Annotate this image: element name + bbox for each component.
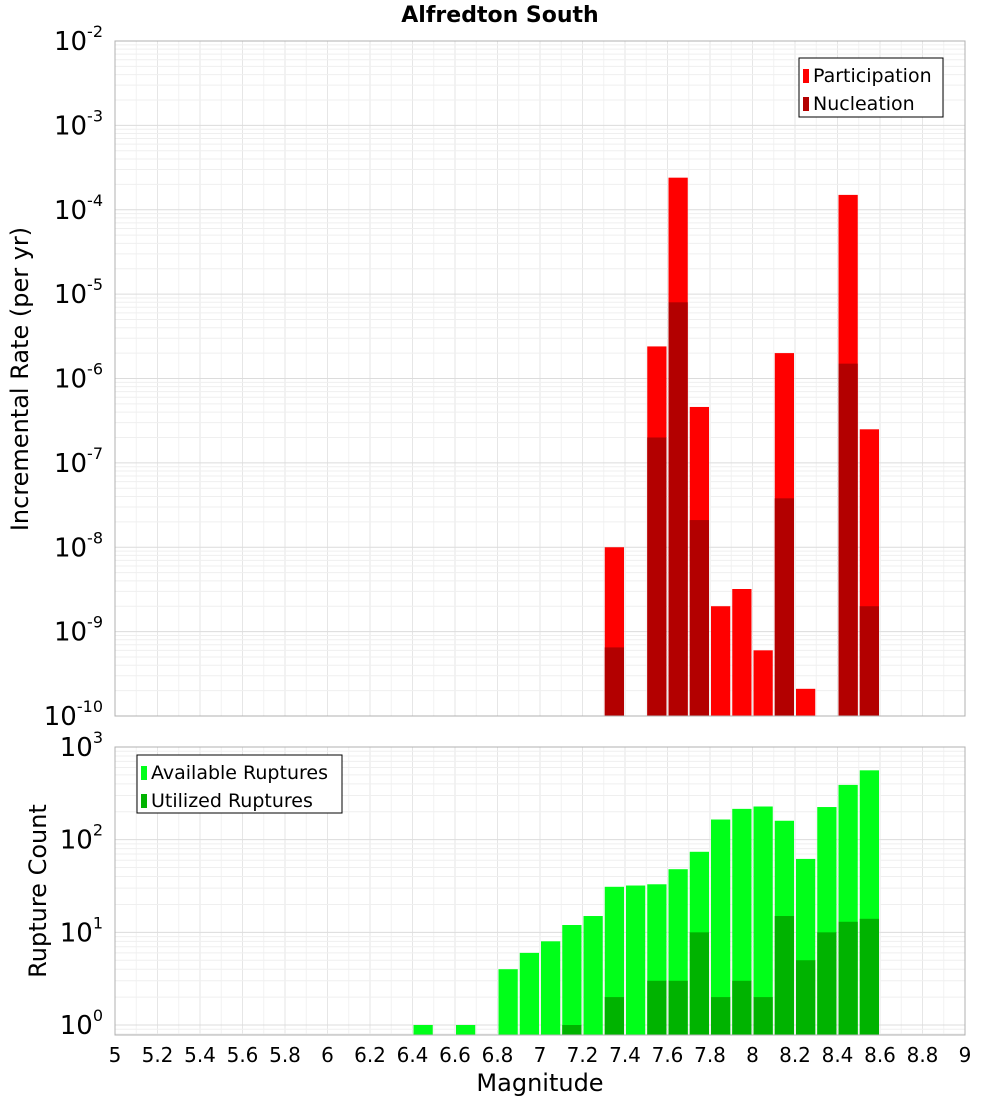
bar-available-ruptures [753, 806, 773, 1035]
legend-swatch [141, 794, 147, 808]
legend-box [136, 754, 343, 814]
bar-nucleation [647, 437, 667, 716]
top-y-axis-label: Incremental Rate (per yr) [6, 227, 34, 531]
y-tick-label: 10-7 [54, 444, 103, 479]
bar-available-ruptures [541, 941, 561, 1035]
bar-available-ruptures [519, 952, 539, 1035]
x-tick-label: 7 [534, 1043, 547, 1067]
bar-nucleation [838, 363, 858, 716]
bar-available-ruptures [456, 1025, 476, 1035]
x-tick-label: 5.6 [227, 1043, 259, 1067]
x-tick-label: 5.8 [269, 1043, 301, 1067]
plot-frame [114, 40, 966, 717]
x-tick-label: 5.2 [142, 1043, 174, 1067]
legend: Available Ruptures Utilized Ruptures [136, 754, 343, 814]
x-axis-label: Magnitude [476, 1069, 603, 1097]
x-tick-label: 6 [321, 1043, 334, 1067]
chart-title: Alfredton South [401, 3, 598, 28]
bar-utilized-ruptures [859, 918, 879, 1035]
y-tick-label: 10-6 [54, 360, 103, 395]
bar-utilized-ruptures [562, 1025, 582, 1035]
bar-participation [732, 589, 752, 716]
x-tick-label: 8.8 [907, 1043, 939, 1067]
bar-utilized-ruptures [711, 997, 731, 1035]
bar-utilized-ruptures [732, 980, 752, 1035]
bar-nucleation [668, 302, 688, 716]
y-tick-label: 101 [60, 913, 103, 948]
legend-entry: Nucleation [813, 93, 915, 115]
bar-available-ruptures [583, 916, 603, 1035]
bar-utilized-ruptures [668, 980, 688, 1035]
plot-frame [114, 746, 966, 1036]
legend-entry: Available Ruptures [151, 762, 328, 784]
y-tick-label: 100 [60, 1006, 103, 1041]
y-tick-label: 10-2 [54, 22, 103, 57]
bottom-y-axis-label: Rupture Count [24, 804, 52, 978]
bar-nucleation [604, 647, 624, 716]
y-tick-label: 10-8 [54, 528, 103, 563]
x-tick-label: 7.8 [694, 1043, 726, 1067]
bar-available-ruptures [498, 969, 518, 1035]
x-tick-label: 6.8 [482, 1043, 514, 1067]
bar-participation [796, 688, 816, 716]
x-tick-label: 6.2 [354, 1043, 386, 1067]
legend: Participation Nucleation [798, 57, 944, 118]
bar-available-ruptures [626, 885, 646, 1035]
x-tick-label: 8 [746, 1043, 759, 1067]
bar-utilized-ruptures [838, 921, 858, 1035]
x-tick-label: 5.4 [184, 1043, 216, 1067]
y-tick-label: 103 [60, 728, 103, 763]
bar-participation [711, 606, 731, 716]
x-tick-label: 8.2 [779, 1043, 811, 1067]
x-tick-label: 6.6 [439, 1043, 471, 1067]
bar-nucleation [774, 498, 794, 716]
bar-utilized-ruptures [689, 932, 709, 1035]
legend-box [798, 57, 944, 118]
bar-participation [753, 650, 773, 716]
bar-utilized-ruptures [817, 932, 837, 1035]
x-tick-label: 9 [959, 1043, 972, 1067]
y-tick-label: 10-9 [54, 613, 103, 648]
y-tick-label: 10-4 [54, 191, 103, 226]
bar-nucleation [859, 606, 879, 716]
x-tick-label: 7.4 [609, 1043, 641, 1067]
bar-utilized-ruptures [604, 997, 624, 1035]
y-tick-label: 10-10 [44, 697, 103, 732]
bar-utilized-ruptures [774, 916, 794, 1035]
x-tick-label: 8.4 [822, 1043, 854, 1067]
y-tick-label: 10-3 [54, 106, 103, 141]
bar-available-ruptures [562, 924, 582, 1035]
x-tick-label: 5 [109, 1043, 122, 1067]
top-panel-participation-nucleation: 10-10 10-9 10-8 10-7 10-6 10-5 10-4 10-3 10-2 Par… [44, 22, 966, 732]
legend-swatch [141, 766, 147, 780]
x-tick-label: 7.2 [567, 1043, 599, 1067]
bar-utilized-ruptures [647, 980, 667, 1035]
bar-utilized-ruptures [796, 960, 816, 1035]
x-tick-label: 6.4 [397, 1043, 429, 1067]
bar-available-ruptures [711, 819, 731, 1035]
legend-swatch [803, 69, 809, 83]
y-tick-label: 102 [60, 821, 103, 856]
legend-entry: Participation [813, 65, 932, 87]
bar-available-ruptures [732, 808, 752, 1035]
x-tick-label: 8.6 [864, 1043, 896, 1067]
y-tick-label: 10-5 [54, 275, 103, 310]
legend-swatch [803, 97, 809, 111]
bar-available-ruptures [413, 1025, 433, 1035]
legend-entry: Utilized Ruptures [151, 790, 313, 812]
x-tick-label: 7.6 [652, 1043, 684, 1067]
bar-utilized-ruptures [753, 997, 773, 1035]
bar-nucleation [689, 520, 709, 716]
